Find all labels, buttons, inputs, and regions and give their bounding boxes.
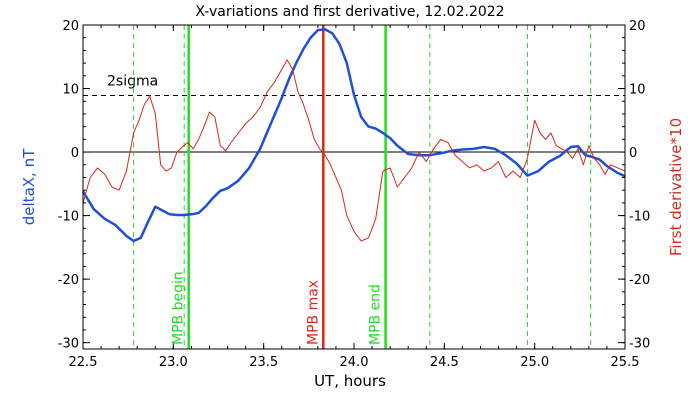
x-tick-label: 22.5 (69, 355, 98, 370)
x-tick-label: 25.5 (611, 355, 640, 370)
y-right-tick-label: 20 (629, 19, 646, 34)
y-right-tick-label: 0 (629, 146, 637, 161)
vertical-markers (133, 25, 592, 349)
x-tick-label: 25.0 (520, 355, 549, 370)
x-axis: 22.5 23.0 23.5 24.0 24.5 25.0 25.5 (69, 25, 640, 370)
marker-label-mpb-begin: MPB begin (171, 271, 187, 345)
y-right-tick-label: 10 (629, 83, 646, 98)
y-axis-left-title: deltaX, nT (20, 148, 38, 225)
y-left-tick-label: 10 (62, 83, 79, 98)
y-axis-left: -30 -20 -10 0 10 20 (58, 19, 90, 352)
y-left-tick-label: -10 (58, 210, 79, 225)
y-right-tick-label: -10 (629, 210, 650, 225)
y-right-tick-label: -20 (629, 273, 650, 288)
annotations: MPB begin MPB max MPB end (171, 271, 384, 345)
series-line-derivative (82, 59, 626, 242)
x-tick-label: 24.5 (430, 355, 459, 370)
y-left-tick-label: 0 (71, 146, 79, 161)
series-layer (81, 28, 626, 243)
reference-lines: 2sigma (83, 74, 625, 153)
y-right-tick-label: -30 (629, 337, 650, 352)
chart-title: X-variations and first derivative, 12.02… (195, 4, 504, 20)
y-axis-right-title: First derivative*10 (667, 118, 685, 256)
y-left-tick-label: -30 (58, 337, 79, 352)
y-axis-right: -30 -20 -10 0 10 20 (618, 19, 650, 352)
y-left-tick-label: 20 (62, 19, 79, 34)
marker-label-mpb-max: MPB max (305, 280, 321, 345)
x-axis-title: UT, hours (314, 372, 386, 390)
plot-area: 2sigma (81, 25, 626, 349)
series-line-deltaX (81, 28, 626, 243)
threshold-label: 2sigma (107, 74, 158, 90)
x-tick-label: 23.5 (249, 355, 278, 370)
x-tick-label: 23.0 (159, 355, 188, 370)
x-tick-label: 24.0 (340, 355, 369, 370)
y-left-tick-label: -20 (58, 273, 79, 288)
marker-label-mpb-end: MPB end (368, 284, 384, 345)
